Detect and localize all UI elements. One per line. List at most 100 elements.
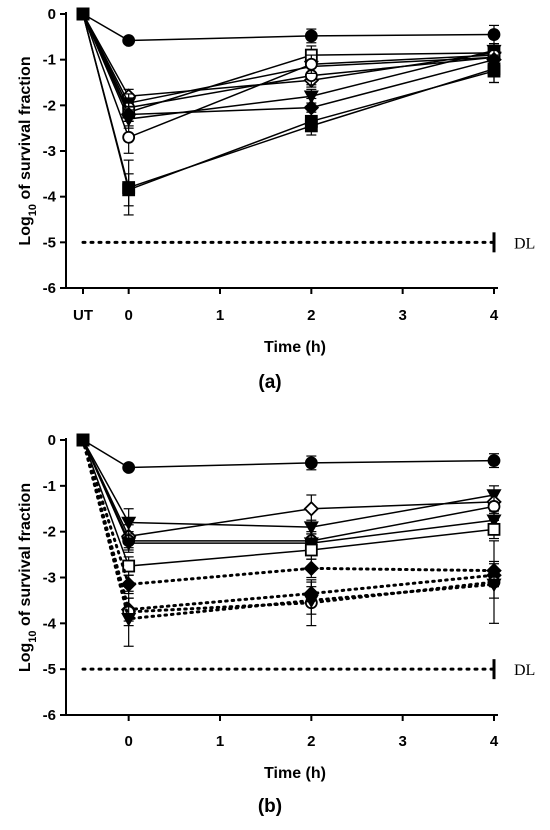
detection-limit-label: DL — [514, 662, 535, 679]
data-point — [121, 613, 137, 627]
x-tick-label: 2 — [307, 307, 315, 324]
y-tick-label: 0 — [48, 6, 56, 23]
y-tick-label: -2 — [43, 524, 56, 541]
x-tick-label: 4 — [490, 733, 499, 750]
y-axis-title-main: Log — [17, 216, 34, 245]
data-series — [76, 7, 502, 113]
y-tick-label: -5 — [43, 234, 56, 251]
data-point — [486, 578, 502, 593]
y-tick-label: -6 — [43, 707, 56, 724]
x-tick-label: 2 — [307, 733, 315, 750]
data-point — [122, 181, 136, 194]
series-line — [82, 439, 495, 542]
panel-label: (a) — [258, 372, 281, 393]
y-tick-label: -1 — [43, 52, 56, 69]
x-tick-label: UT — [73, 307, 93, 324]
data-series — [76, 7, 501, 216]
series-line — [82, 13, 495, 109]
y-tick-label: -5 — [43, 661, 56, 678]
data-point — [76, 7, 90, 21]
x-tick-label: 4 — [490, 307, 499, 324]
data-point — [120, 576, 137, 593]
y-axis-title-main: Log — [17, 643, 34, 672]
data-point — [487, 522, 501, 536]
data-point — [304, 543, 318, 557]
y-axis-title-subscript: 10 — [27, 631, 39, 643]
data-point — [303, 90, 319, 105]
data-series — [76, 433, 502, 537]
series-line — [82, 13, 495, 116]
data-series — [76, 7, 502, 104]
y-axis-title-rest: of survival fraction — [17, 56, 34, 204]
series-line — [82, 439, 495, 567]
detection-limit-label: DL — [514, 235, 535, 252]
data-series — [76, 7, 501, 207]
y-tick-label: -2 — [43, 97, 56, 114]
x-axis-title: Time (h) — [264, 765, 326, 782]
x-axis-title: Time (h) — [264, 339, 326, 356]
data-point — [303, 560, 320, 577]
y-axis-title-subscript: 10 — [27, 204, 39, 216]
data-point — [304, 119, 318, 133]
series-line — [82, 13, 495, 120]
y-tick-label: -3 — [43, 143, 56, 160]
series-line — [81, 438, 496, 614]
data-series — [76, 433, 502, 595]
data-series — [76, 433, 501, 551]
series-line — [82, 13, 495, 97]
y-tick-label: 0 — [48, 432, 56, 449]
y-tick-label: -4 — [43, 189, 57, 206]
data-point — [303, 500, 320, 517]
data-series — [76, 7, 502, 129]
chart-panel-a: 0 -1 -2 -3 -4 -5 -6 UT 0 1 2 3 4 Time (h) Log10 of sur… — [17, 6, 535, 393]
series-line — [81, 438, 496, 586]
chart-panel-b: 0 -1 -2 -3 -4 -5 -6 0 1 2 3 4 Time (h) Log10 of survi… — [17, 432, 535, 817]
y-axis-title: Log10 of survival fraction — [17, 483, 39, 672]
series-line — [82, 13, 495, 139]
data-point — [487, 28, 501, 41]
data-point — [122, 34, 136, 47]
data-series — [76, 7, 501, 154]
data-point — [487, 500, 501, 513]
data-point — [487, 62, 501, 76]
data-point — [122, 461, 136, 474]
axes: 0 -1 -2 -3 -4 -5 -6 0 1 2 3 4 — [43, 432, 499, 750]
series-line — [81, 438, 496, 621]
series-line — [82, 439, 495, 528]
data-point — [487, 454, 501, 468]
data-point — [122, 130, 136, 144]
data-point — [76, 433, 90, 447]
series-line — [82, 13, 495, 189]
x-tick-label: 1 — [216, 307, 224, 324]
data-series — [76, 433, 502, 647]
x-tick-label: 0 — [124, 307, 132, 324]
axes: 0 -1 -2 -3 -4 -5 -6 UT 0 1 2 3 4 — [43, 6, 499, 324]
series-line — [82, 439, 495, 469]
data-point — [304, 57, 318, 71]
series-line — [82, 13, 495, 104]
y-axis-title: Log10 of survival fraction — [17, 56, 39, 245]
y-tick-label: -1 — [43, 478, 56, 495]
data-series — [76, 7, 501, 47]
x-tick-label: 3 — [398, 307, 406, 324]
y-tick-label: -4 — [43, 615, 57, 632]
x-tick-label: 1 — [216, 733, 224, 750]
data-point — [120, 106, 137, 123]
series-line — [82, 13, 495, 42]
data-series — [76, 433, 501, 474]
data-point — [304, 456, 318, 470]
x-tick-label: 0 — [124, 733, 132, 750]
y-tick-label: -6 — [43, 280, 56, 297]
data-point — [121, 537, 137, 551]
series-line — [82, 439, 495, 538]
data-point — [303, 594, 319, 609]
data-point — [121, 516, 137, 531]
data-series — [76, 433, 502, 549]
data-point — [304, 29, 318, 43]
panel-label: (b) — [258, 796, 282, 817]
x-tick-label: 3 — [398, 733, 406, 750]
y-axis-title-rest: of survival fraction — [17, 483, 34, 631]
y-tick-label: -3 — [43, 570, 56, 587]
series-line — [81, 438, 496, 612]
